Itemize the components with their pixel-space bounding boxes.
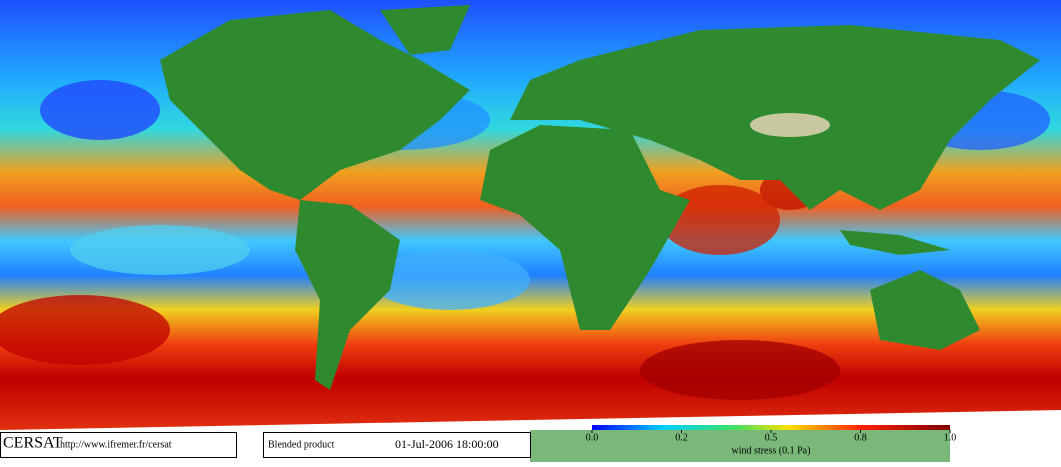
- colorbar-label: wind stress (0.1 Pa): [732, 445, 811, 456]
- source-box: [0, 432, 237, 458]
- colorbar: [592, 425, 950, 430]
- plateau: [750, 113, 830, 137]
- colorbar-tick-label: 1.0: [944, 432, 957, 443]
- info-box: [263, 432, 531, 458]
- logo: CERSAT: [3, 435, 63, 452]
- product: Blended product: [268, 439, 335, 450]
- datetime: 01-Jul-2006 18:00:00: [395, 437, 499, 451]
- colorbar-tick-label: 0.8: [854, 432, 867, 443]
- colorbar-tick-label: 0.0: [586, 432, 599, 443]
- url: http://www.ifremer.fr/cersat: [60, 439, 172, 450]
- land-strip: [530, 430, 950, 462]
- colorbar-tick-label: 0.5: [765, 432, 778, 443]
- colorbar-tick-label: 0.2: [675, 432, 688, 443]
